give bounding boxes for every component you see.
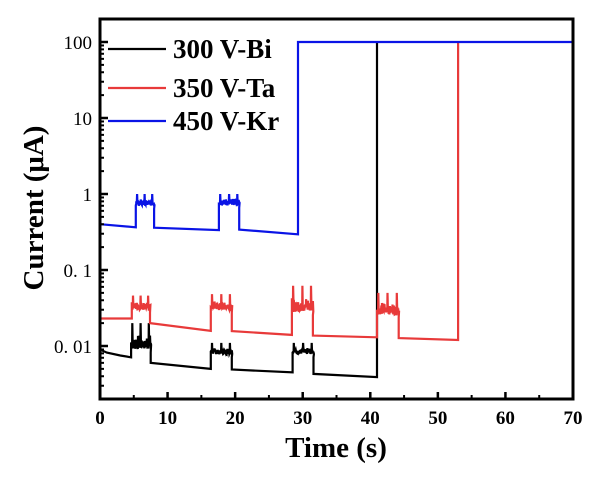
legend-label-300v-bi: 300 V-Bi xyxy=(173,34,272,64)
x-tick-label: 60 xyxy=(496,408,515,429)
x-axis-ticks: 0 10 20 30 40 50 60 70 xyxy=(95,392,583,429)
series-line-350-v-ta xyxy=(100,42,460,342)
series-line-450-v-kr xyxy=(99,40,573,236)
x-tick-label: 10 xyxy=(158,408,177,429)
y-tick-label: 0. 1 xyxy=(64,261,93,282)
x-tick-label: 70 xyxy=(564,408,583,429)
plot-frame xyxy=(98,17,575,401)
y-axis-title: Current (μA) xyxy=(18,126,50,291)
y-tick-label: 100 xyxy=(64,33,93,54)
y-axis-ticks: 0. 01 0. 1 1 10 100 xyxy=(54,33,108,387)
x-tick-label: 50 xyxy=(428,408,447,429)
legend-label-350v-ta: 350 V-Ta xyxy=(173,73,276,103)
series-layer xyxy=(99,40,573,379)
series-line-300-v-bi xyxy=(99,42,379,379)
legend-label-450v-kr: 450 V-Kr xyxy=(173,106,279,136)
x-tick-label: 40 xyxy=(361,408,380,429)
y-tick-label: 1 xyxy=(83,185,93,206)
x-tick-label: 0 xyxy=(95,408,105,429)
x-axis-title: Time (s) xyxy=(285,432,387,464)
y-tick-label: 10 xyxy=(73,109,92,130)
x-tick-label: 30 xyxy=(293,408,312,429)
legend: 300 V-Bi 350 V-Ta 450 V-Kr xyxy=(108,34,279,136)
x-tick-label: 20 xyxy=(226,408,245,429)
y-tick-label: 0. 01 xyxy=(54,337,92,358)
